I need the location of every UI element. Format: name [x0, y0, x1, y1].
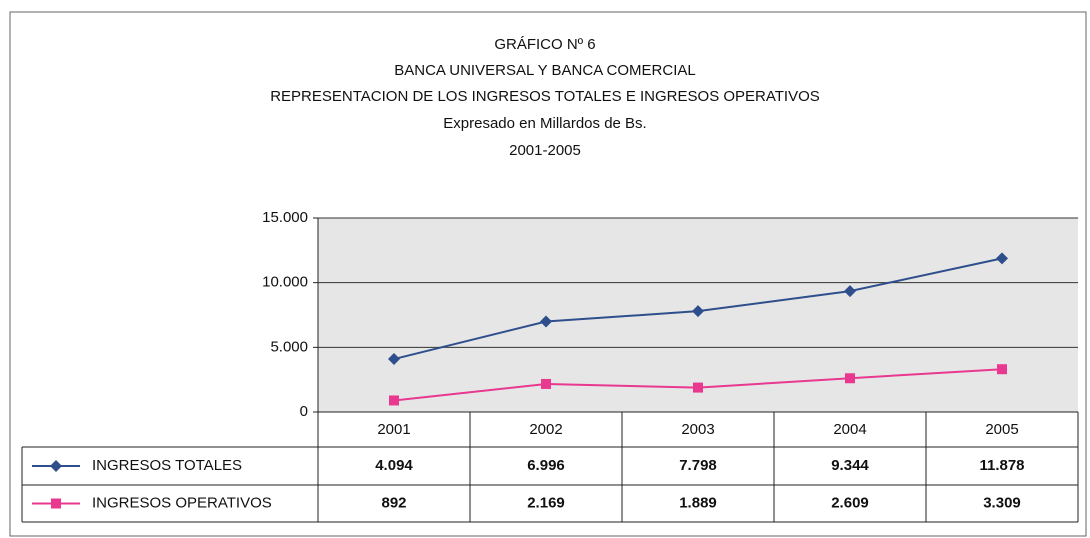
legend-label: INGRESOS OPERATIVOS [92, 494, 272, 511]
chart-subtitle: REPRESENTACION DE LOS INGRESOS TOTALES E… [270, 88, 820, 105]
data-point [692, 305, 704, 318]
data-point [844, 285, 856, 298]
x-tick-label: 2001 [377, 421, 410, 438]
y-tick-label: 10.000 [262, 274, 308, 291]
x-tick-label: 2004 [833, 421, 866, 438]
data-point [693, 382, 703, 393]
y-tick-label: 0 [300, 403, 308, 420]
data-point [996, 252, 1008, 265]
data-point [845, 373, 855, 384]
table-value: 892 [381, 494, 406, 511]
legend-marker [50, 460, 62, 472]
table-value: 2.169 [527, 494, 565, 511]
data-point [389, 395, 399, 406]
table-value: 1.889 [679, 494, 717, 511]
chart-subtitle: Expresado en Millardos de Bs. [443, 115, 646, 132]
chart-title: GRÁFICO Nº 6 [494, 36, 595, 53]
table-value: 4.094 [375, 457, 413, 474]
table-value: 3.309 [983, 494, 1021, 511]
y-tick-label: 15.000 [262, 209, 308, 226]
chart-subtitle: 2001-2005 [509, 142, 581, 159]
data-point [541, 378, 551, 389]
chart-subtitle: BANCA UNIVERSAL Y BANCA COMERCIAL [394, 62, 696, 79]
x-tick-label: 2005 [985, 421, 1018, 438]
data-point [997, 364, 1007, 375]
table-value: 9.344 [831, 457, 869, 474]
y-tick-label: 5.000 [270, 338, 308, 355]
data-point [388, 353, 400, 366]
legend-label: INGRESOS TOTALES [92, 457, 242, 474]
table-value: 6.996 [527, 457, 565, 474]
table-value: 7.798 [679, 457, 717, 474]
table-value: 11.878 [979, 457, 1024, 474]
legend-marker [51, 498, 61, 509]
x-tick-label: 2003 [681, 421, 714, 438]
data-point [540, 315, 552, 328]
x-tick-label: 2002 [529, 421, 562, 438]
table-value: 2.609 [831, 494, 869, 511]
